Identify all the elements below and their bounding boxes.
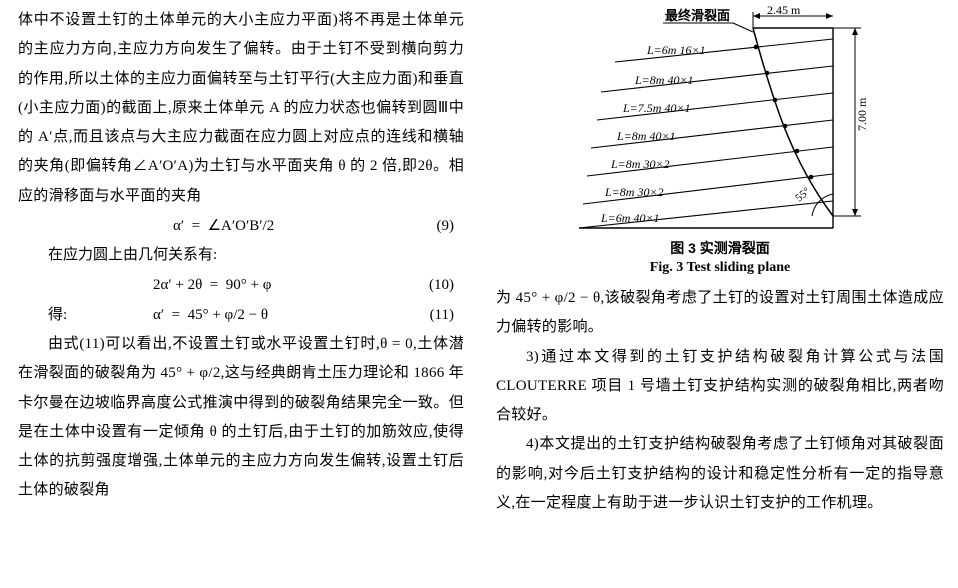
equation-9: α′ = ∠A′O′B′/2 (9) [18, 211, 464, 241]
equation-11: 得: α′ = 45° + φ/2 − θ (11) [18, 300, 464, 330]
left-between: 在应力圆上由几何关系有: [18, 241, 464, 270]
right-para-3: 4)本文提出的土钉支护结构破裂角考虑了土钉倾角对其破裂面的影响,对今后土钉支护结… [496, 430, 944, 518]
left-para-2: 由式(11)可以看出,不设置土钉或水平设置土钉时,θ = 0,土体潜在滑裂面的破… [18, 330, 464, 506]
equation-10: 2α′ + 2θ = 90° + φ (10) [18, 270, 464, 300]
figure-3-caption-en: Fig. 3 Test sliding plane [650, 260, 790, 276]
figure-3-svg: 最终滑裂面 2.45 m 7.00 m [555, 6, 885, 236]
fig-nail-label-1: L=8m 40×1 [634, 73, 694, 87]
figure-3-caption-cn: 图 3 实测滑裂面 [670, 238, 770, 258]
eq10-body: 2α′ + 2θ = 90° + φ [63, 270, 404, 300]
eq9-num: (9) [404, 211, 464, 241]
fig-legend-label: 最终滑裂面 [665, 8, 730, 23]
eq9-body: α′ = ∠A′O′B′/2 [63, 211, 404, 241]
eq11-body: α′ = 45° + φ/2 − θ [63, 300, 404, 330]
fig-nail-label-6: L=6m 40×1 [600, 211, 660, 225]
fig-top-dimension: 2.45 m [753, 6, 833, 28]
right-para-2: 3)通过本文得到的土钉支护结构破裂角计算公式与法国 CLOUTERRE 项目 1… [496, 343, 944, 431]
fig-nail-label-2: L=7.5m 40×1 [622, 101, 691, 115]
fig-nails: L=6m 16×1 L=8m 40×1 L=7.5m 40×1 L=8m 40×… [579, 39, 833, 228]
fig-side-dim-text: 7.00 m [855, 97, 869, 131]
eq10-num: (10) [404, 270, 464, 300]
figure-3: 最终滑裂面 2.45 m 7.00 m [496, 6, 944, 276]
fig-nail-label-0: L=6m 16×1 [646, 43, 706, 57]
eq11-lead: 得: [18, 300, 63, 330]
fig-top-dim-text: 2.45 m [767, 6, 801, 17]
eq11-num: (11) [404, 300, 464, 330]
fig-sliding-surface [753, 28, 833, 216]
fig-nail-label-5: L=8m 30×2 [604, 185, 664, 199]
fig-angle-text: 55° [793, 185, 813, 204]
fig-nail-label-4: L=8m 30×2 [610, 157, 670, 171]
right-para-1: 为 45° + φ/2 − θ,该破裂角考虑了土钉的设置对土钉周围土体造成应力偏… [496, 284, 944, 343]
left-para-1: 体中不设置土钉的土体单元的大小主应力平面)将不再是土体单元的主应力方向,主应力方… [18, 6, 464, 211]
fig-nail-label-3: L=8m 40×1 [616, 129, 676, 143]
left-column: 体中不设置土钉的土体单元的大小主应力平面)将不再是土体单元的主应力方向,主应力方… [0, 0, 478, 588]
fig-side-dimension: 7.00 m [833, 28, 869, 216]
right-column: 最终滑裂面 2.45 m 7.00 m [478, 0, 958, 588]
